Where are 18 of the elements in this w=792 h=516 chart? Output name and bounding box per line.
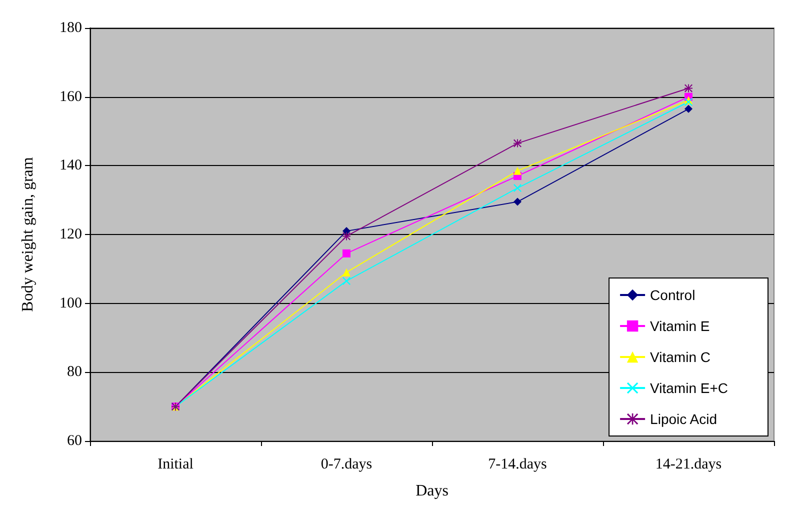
- y-tick-label: 180: [60, 20, 82, 36]
- y-tick-label: 60: [67, 433, 82, 449]
- x-tick-label: 14-21.days: [655, 456, 722, 472]
- y-tick-label: 140: [60, 158, 82, 174]
- legend-label: Vitamin E: [650, 318, 710, 334]
- x-tick-label: Initial: [158, 456, 194, 472]
- legend-label: Control: [650, 287, 696, 303]
- x-tick-label: 7-14.days: [488, 456, 548, 472]
- x-tick-label: 0-7.days: [320, 456, 372, 472]
- legend-label: Vitamin E+C: [650, 380, 728, 396]
- y-tick-label: 160: [60, 88, 82, 105]
- y-axis-title: Body weight gain, gram: [20, 156, 36, 312]
- y-tick-label: 100: [60, 295, 82, 312]
- legend-label: Vitamin C: [650, 349, 710, 365]
- y-tick-label: 120: [60, 226, 82, 242]
- y-tick-label: 80: [67, 364, 82, 380]
- x-axis-title: Days: [416, 482, 448, 500]
- legend-label: Lipoic Acid: [650, 411, 717, 427]
